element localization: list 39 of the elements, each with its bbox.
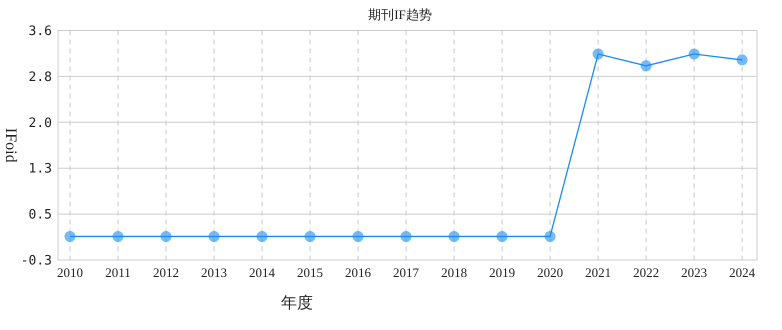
x-tick-label: 2021 [585,265,612,280]
x-tick-label: 2020 [537,265,564,280]
point [640,60,652,72]
point [688,48,700,60]
y-axis-title: IFoid [2,128,19,163]
point [448,230,460,242]
point [496,230,508,242]
x-tick-label: 2010 [57,265,83,280]
point [544,230,556,242]
point [304,230,316,242]
point [64,230,76,242]
chart-title: 期刊IF趋势 [368,7,432,22]
point [256,230,268,242]
x-tick-label: 2022 [633,265,660,280]
x-tick-label: 2014 [249,265,276,280]
y-tick-label: 2.8 [28,70,52,85]
x-tick-label: 2017 [393,265,420,280]
x-tick-label: 2013 [201,265,228,280]
point [208,230,220,242]
x-axis-title: 年度 [281,294,313,312]
y-tick-label: -0.3 [20,254,52,268]
x-tick-label: 2023 [681,265,708,280]
x-tick-label: 2018 [441,265,468,280]
point [160,230,172,242]
point [112,230,124,242]
x-tick-label: 2011 [105,265,131,280]
point [592,48,604,60]
y-tick-label: 3.6 [28,24,52,39]
x-tick-label: 2012 [153,265,180,280]
point [736,54,748,66]
point [352,230,364,242]
y-tick-label: 0.5 [28,208,52,223]
x-tick-label: 2024 [729,265,756,280]
x-tick-label: 2015 [297,265,324,280]
x-tick-label: 2019 [489,265,516,280]
x-tick-label: 2016 [345,265,372,280]
y-tick-label: 1.3 [28,162,52,177]
point [400,230,412,242]
y-tick-label: 2.0 [28,116,52,131]
